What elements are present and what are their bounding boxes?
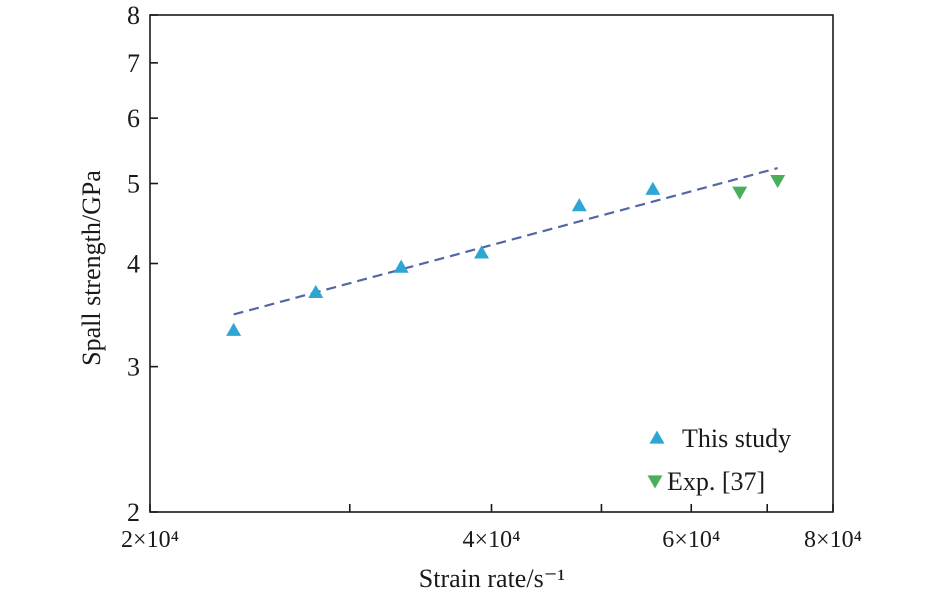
y-tick-label-1: 3: [127, 353, 140, 382]
x-tick-label-4: 6×10⁴: [662, 527, 720, 553]
data-point-series-1-1: [770, 175, 786, 189]
x-tick-label-6: 8×10⁴: [804, 527, 862, 553]
data-point-series-0-2: [393, 259, 409, 273]
y-axis-label: Spall strength/GPa: [77, 170, 106, 366]
y-tick-label-3: 5: [127, 170, 140, 199]
legend-label-1: Exp. [37]: [667, 467, 765, 496]
x-tick-label-2: 4×10⁴: [463, 527, 521, 553]
x-tick-label-0: 2×10⁴: [121, 527, 179, 553]
data-point-series-0-4: [571, 198, 587, 212]
y-tick-label-2: 4: [127, 250, 140, 279]
legend-label-0: This study: [682, 424, 791, 453]
legend: This study Exp. [37]: [647, 424, 791, 496]
y-tick-label-6: 8: [127, 1, 140, 30]
data-point-series-0-3: [474, 245, 490, 259]
y-tick-label-0: 2: [127, 498, 140, 527]
data-point-series-1-0: [732, 186, 748, 200]
legend-marker-0: [649, 430, 665, 444]
x-axis-label: Strain rate/s⁻¹: [419, 564, 565, 593]
fit-line: [233, 167, 778, 316]
data-point-series-0-5: [645, 181, 661, 195]
y-tick-label-5: 7: [127, 49, 140, 78]
data-point-series-0-1: [308, 284, 324, 299]
legend-marker-1: [647, 475, 663, 489]
data-point-series-0-0: [226, 322, 242, 336]
y-tick-label-4: 6: [127, 104, 140, 133]
